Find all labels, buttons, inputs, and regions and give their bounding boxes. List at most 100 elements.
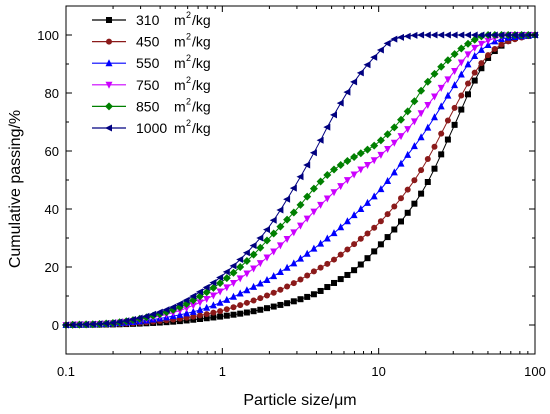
legend-label: 750 <box>136 77 160 93</box>
data-point <box>256 260 264 268</box>
data-point <box>236 263 245 272</box>
y-tick-label: 60 <box>45 144 59 159</box>
legend-marker <box>105 124 112 132</box>
data-point <box>398 195 404 202</box>
data-point <box>317 201 325 209</box>
legend-item-750: 750 m 2/kg <box>92 75 211 93</box>
data-point <box>216 298 224 306</box>
data-point <box>337 183 345 191</box>
data-point <box>350 211 358 219</box>
data-point <box>478 65 485 72</box>
legend-marker <box>106 17 112 23</box>
data-point <box>410 142 418 150</box>
data-point <box>310 268 317 275</box>
data-point <box>490 31 498 39</box>
legend-marker <box>106 38 112 45</box>
data-point <box>457 59 465 67</box>
data-point <box>350 153 359 162</box>
data-point <box>350 171 358 179</box>
data-point <box>470 31 478 39</box>
data-point <box>189 292 197 300</box>
series-750 <box>62 32 539 329</box>
legend-item-450: 450 m 2/kg <box>92 32 211 50</box>
data-point <box>390 35 398 43</box>
data-point <box>457 44 466 53</box>
data-point <box>197 315 203 322</box>
data-point <box>290 259 298 267</box>
data-point <box>324 284 331 291</box>
data-point <box>437 102 445 110</box>
data-point <box>284 283 291 290</box>
legend-item-550: 550 m 2/kg <box>92 53 211 71</box>
data-point <box>403 32 411 40</box>
data-point <box>236 289 244 297</box>
data-point <box>376 46 384 54</box>
legend-unit-sup: 2 <box>186 53 191 63</box>
series-450 <box>63 32 538 328</box>
data-point <box>122 317 130 325</box>
data-point <box>276 222 285 231</box>
data-point <box>424 178 431 185</box>
data-point <box>424 123 432 131</box>
data-point <box>343 177 351 185</box>
data-point <box>250 265 258 273</box>
y-tick-label: 0 <box>52 318 59 333</box>
data-point <box>270 289 277 296</box>
data-point <box>309 184 318 193</box>
data-point <box>443 56 452 65</box>
data-point <box>336 99 344 107</box>
legend-unit-tail: /kg <box>192 55 211 71</box>
legend-unit-tail: /kg <box>192 12 211 28</box>
data-point <box>377 151 385 159</box>
data-point <box>229 268 238 277</box>
data-point <box>398 218 404 225</box>
data-point <box>517 31 525 39</box>
data-point <box>263 226 270 234</box>
data-point <box>242 257 251 266</box>
data-point <box>210 309 217 316</box>
data-point <box>330 189 338 197</box>
data-point <box>423 31 431 39</box>
data-point <box>351 241 358 248</box>
data-point <box>370 53 378 61</box>
y-tick-label: 20 <box>45 260 59 275</box>
data-point <box>209 283 218 292</box>
data-point <box>471 52 479 60</box>
series-1000 <box>62 31 538 329</box>
data-point <box>309 149 317 157</box>
data-point <box>465 80 471 87</box>
data-point <box>390 123 399 132</box>
data-point <box>263 254 271 262</box>
data-point <box>364 198 371 206</box>
data-point <box>504 31 512 39</box>
data-point <box>418 190 425 197</box>
data-point <box>464 60 472 68</box>
data-point <box>155 308 163 316</box>
data-point <box>82 320 90 328</box>
data-point <box>464 39 472 48</box>
data-point <box>304 293 311 300</box>
data-point <box>343 217 351 225</box>
data-point <box>283 263 291 271</box>
data-point <box>297 222 304 230</box>
legend-unit-base: m <box>174 12 186 28</box>
x-axis-title: Particle size/μm <box>243 392 356 409</box>
data-point <box>417 110 425 118</box>
data-point <box>364 230 371 237</box>
data-point <box>102 319 110 327</box>
data-point <box>297 254 304 262</box>
data-point <box>363 145 372 154</box>
data-point <box>376 136 385 145</box>
data-point <box>317 264 324 271</box>
data-point <box>276 268 284 276</box>
data-point <box>264 305 270 312</box>
data-point <box>182 296 190 304</box>
data-point <box>384 146 392 154</box>
data-point <box>324 260 331 267</box>
axes: 0 20 40 60 80 100 0.1 1 10 100 <box>37 5 546 379</box>
data-point <box>471 69 478 76</box>
data-point <box>316 177 325 186</box>
data-point <box>190 316 197 323</box>
data-point <box>444 76 452 84</box>
data-point <box>283 195 291 203</box>
